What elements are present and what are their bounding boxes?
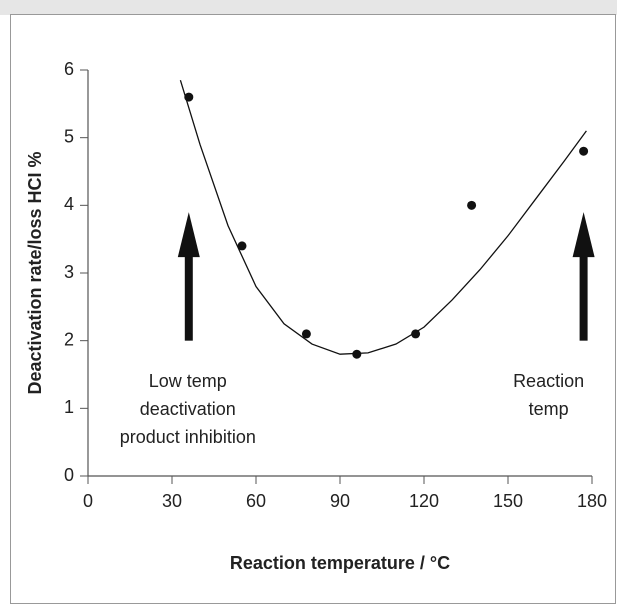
frame bbox=[10, 14, 616, 604]
data-point bbox=[411, 329, 421, 339]
arrow-head bbox=[177, 212, 200, 258]
data-point bbox=[237, 241, 247, 251]
data-point bbox=[352, 349, 362, 359]
y-tick-label: 4 bbox=[64, 194, 74, 214]
x-tick-label: 30 bbox=[162, 491, 182, 511]
x-axis-label: Reaction temperature / °C bbox=[230, 553, 450, 573]
x-tick-label: 180 bbox=[577, 491, 607, 511]
header-bar bbox=[0, 0, 617, 15]
data-point bbox=[301, 329, 311, 339]
y-tick-label: 5 bbox=[64, 126, 74, 146]
y-axis-label: Deactivation rate/loss HCI % bbox=[25, 151, 45, 394]
y-tick-label: 0 bbox=[64, 465, 74, 485]
annotation-text: temp bbox=[529, 399, 569, 419]
x-tick-label: 120 bbox=[409, 491, 439, 511]
arrow-shaft bbox=[579, 256, 588, 341]
data-point bbox=[579, 146, 589, 156]
annotation-text: Low temp bbox=[149, 371, 227, 391]
fit-curve bbox=[179, 79, 587, 355]
annotation-text: product inhibition bbox=[120, 427, 256, 447]
y-tick-label: 1 bbox=[64, 397, 74, 417]
annotation-text: Reaction bbox=[513, 371, 584, 391]
y-tick-label: 3 bbox=[64, 262, 74, 282]
arrow-head bbox=[572, 212, 595, 258]
data-point bbox=[467, 200, 477, 210]
data-point bbox=[184, 92, 194, 102]
y-tick-label: 2 bbox=[64, 329, 74, 349]
x-tick-label: 60 bbox=[246, 491, 266, 511]
arrow-shaft bbox=[184, 256, 193, 341]
x-tick-label: 0 bbox=[83, 491, 93, 511]
annotation-text: deactivation bbox=[140, 399, 236, 419]
x-tick-label: 90 bbox=[330, 491, 350, 511]
x-tick-label: 150 bbox=[493, 491, 523, 511]
y-tick-label: 6 bbox=[64, 59, 74, 79]
